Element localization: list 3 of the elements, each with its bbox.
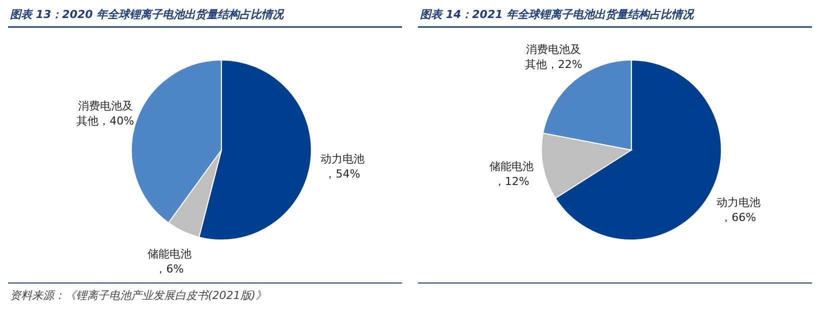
chart-title: 图表 13：2020 年全球锂离子电池出货量结构占比情况 [10,8,285,21]
text: 资料来源：《锂离子电池产业发展白皮书(2021版)》 [10,289,267,302]
chart-title: 图表 14：2021 年全球锂离子电池出货量结构占比情况 [420,8,695,21]
